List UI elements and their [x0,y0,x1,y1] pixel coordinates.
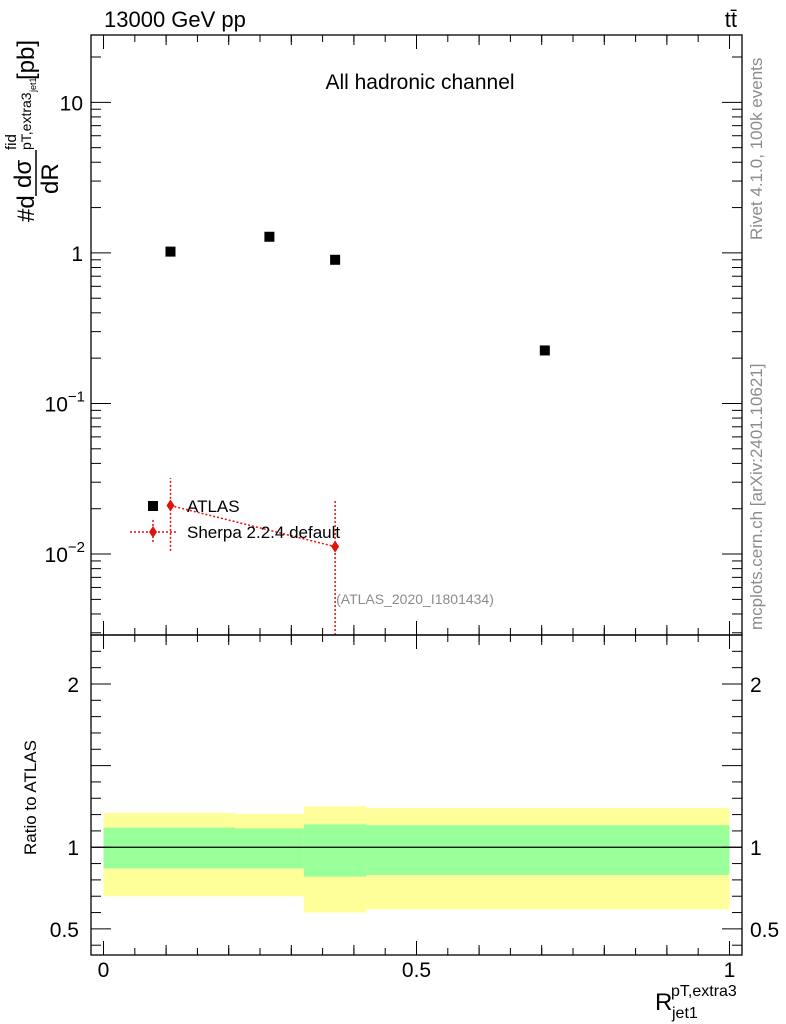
svg-text:jet1: jet1 [671,1005,698,1022]
channel-label: All hadronic channel [325,71,514,94]
svg-text:#d: #d [13,195,40,222]
svg-text:pT,extra3: pT,extra3 [18,92,34,150]
mcplots-info: mcplots.cern.ch [arXiv:2401.10621] [747,364,766,630]
legend: ATLAS Sherpa 2.2.4 default [130,497,340,544]
analysis-tag: (ATLAS_2020_I1801434) [336,591,494,607]
atlas-data-point [330,254,341,265]
x-tick-label: 1 [724,959,736,982]
atlas-data-point [165,246,176,257]
main-y-axis-label: #d dσ fid pT,extra3 jet1 dR [pb] [3,40,64,222]
legend-mc-label: Sherpa 2.2.4 default [187,523,340,542]
svg-text:dσ: dσ [10,160,37,188]
legend-mc-marker [130,520,176,544]
collision-title: 13000 GeV pp [104,7,246,32]
ratio-y-tick-label-left: 1 [67,837,79,860]
atlas-data-point [539,345,550,356]
legend-data-marker [148,501,158,511]
main-panel: 10−2 10−1 1 10 [45,34,743,636]
ratio-inner-band-1 [234,828,304,869]
mc-data-point [331,540,340,553]
mc-series-line [170,504,336,548]
svg-text:[pb]: [pb] [13,40,40,80]
svg-text:dR: dR [37,163,64,194]
main-y-tick-label: 10−1 [45,388,85,416]
ratio-y-tick-label-left: 0.5 [50,919,79,942]
ratio-y-tick-label-right: 1 [750,837,762,860]
ratio-inner-band-0 [103,827,235,869]
svg-text:R: R [655,989,672,1016]
ratio-y-tick-label-right: 2 [750,674,762,697]
process-title: tt̄ [725,7,737,32]
x-tick-label: 0 [98,959,110,982]
main-frame [90,34,743,636]
x-axis-label: R pT,extra3 jet1 [655,983,737,1022]
svg-text:pT,extra3: pT,extra3 [671,983,737,1000]
legend-data-label: ATLAS [187,497,240,516]
atlas-data-point [264,231,275,242]
ratio-panel: 0 0.5 1 0.5 0.5 1 1 2 2 [50,634,779,982]
svg-text:fid: fid [3,134,20,150]
svg-text:jet1: jet1 [28,77,38,93]
mc-data-point [166,499,175,512]
rivet-info: Rivet 4.1.0, 100k events [747,58,766,240]
ratio-inner-band-2 [303,824,367,877]
x-tick-label: 0.5 [402,959,431,982]
ratio-y-tick-label-left: 2 [67,674,79,697]
main-y-tick-label: 1 [71,243,83,266]
main-y-tick-label: 10 [60,92,83,115]
main-y-tick-label: 10−2 [45,539,85,567]
ratio-y-tick-label-right: 0.5 [750,919,779,942]
ratio-inner-band-3 [366,825,730,875]
ratio-y-axis-label: Ratio to ATLAS [21,740,40,855]
